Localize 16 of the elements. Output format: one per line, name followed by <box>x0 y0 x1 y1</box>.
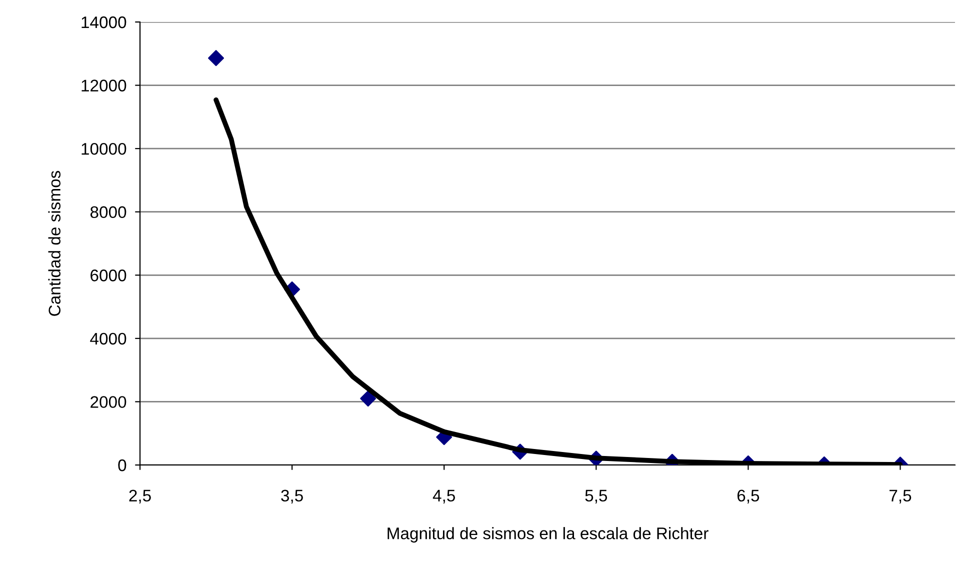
y-tick-label: 12000 <box>82 80 126 92</box>
x-tick-label: 2,5 <box>129 490 151 504</box>
x-tick-label: 7,5 <box>890 490 912 504</box>
y-tick-label: 10000 <box>82 142 126 155</box>
x-axis-title: Magnitud de sismos en la escala de Richter <box>388 527 708 543</box>
x-tick-label: 5,5 <box>585 490 608 504</box>
y-tick-label: 4000 <box>90 332 126 345</box>
x-tick-label: 3,5 <box>281 490 303 504</box>
y-tick-label: 6000 <box>90 270 126 282</box>
y-tick-label: 8000 <box>90 206 126 218</box>
y-axis-title: Cantidad de sismos <box>48 170 61 316</box>
y-tick-label: 14000 <box>82 16 126 28</box>
x-tick-label: 6,5 <box>737 490 760 504</box>
x-tick-label: 4,5 <box>432 490 455 504</box>
y-tick-label: 2000 <box>90 396 126 408</box>
y-tick-label: 0 <box>118 459 126 472</box>
